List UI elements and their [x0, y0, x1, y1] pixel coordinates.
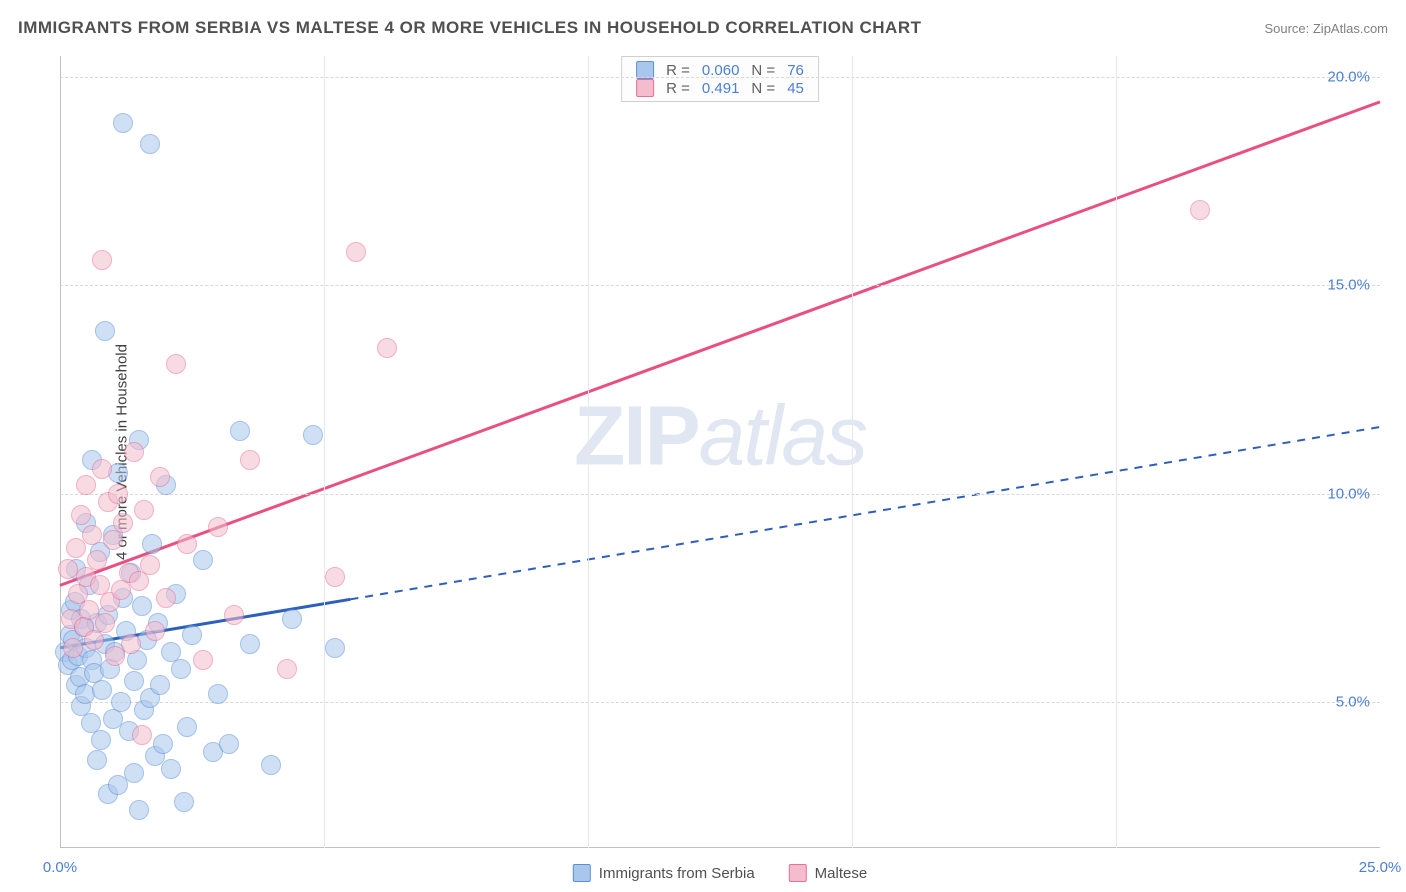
scatter-point-serbia	[111, 692, 131, 712]
grid-line-v	[324, 56, 325, 848]
scatter-point-serbia	[91, 730, 111, 750]
plot-region: ZIPatlas R = 0.060 N = 76 R = 0.491 N = …	[60, 56, 1380, 848]
trend-lines	[60, 56, 1380, 848]
grid-line-h	[60, 494, 1380, 495]
scatter-point-maltese	[145, 621, 165, 641]
legend-r-maltese: 0.491	[702, 80, 740, 97]
y-tick-label: 15.0%	[1327, 277, 1370, 294]
scatter-point-maltese	[240, 450, 260, 470]
scatter-point-maltese	[92, 459, 112, 479]
scatter-point-maltese	[121, 634, 141, 654]
scatter-point-maltese	[92, 250, 112, 270]
scatter-point-serbia	[153, 734, 173, 754]
y-tick-label: 5.0%	[1336, 694, 1370, 711]
scatter-point-maltese	[63, 638, 83, 658]
scatter-point-maltese	[1190, 200, 1210, 220]
legend-n-maltese: 45	[787, 80, 804, 97]
bottom-legend: Immigrants from Serbia Maltese	[573, 864, 867, 882]
scatter-point-serbia	[282, 609, 302, 629]
scatter-point-serbia	[303, 425, 323, 445]
scatter-point-maltese	[346, 242, 366, 262]
scatter-point-maltese	[325, 567, 345, 587]
scatter-point-serbia	[132, 596, 152, 616]
bottom-label-serbia: Immigrants from Serbia	[599, 865, 755, 882]
scatter-point-maltese	[177, 534, 197, 554]
scatter-point-serbia	[193, 550, 213, 570]
scatter-point-serbia	[87, 750, 107, 770]
scatter-point-maltese	[129, 571, 149, 591]
scatter-point-serbia	[124, 671, 144, 691]
scatter-point-serbia	[113, 113, 133, 133]
scatter-point-maltese	[82, 525, 102, 545]
scatter-point-maltese	[95, 613, 115, 633]
trend-line	[60, 102, 1380, 586]
grid-line-h	[60, 77, 1380, 78]
legend-n-label: N =	[751, 80, 775, 97]
x-tick-label: 0.0%	[43, 859, 77, 876]
legend-r-label: R =	[666, 80, 690, 97]
scatter-point-serbia	[92, 680, 112, 700]
scatter-point-serbia	[174, 792, 194, 812]
scatter-point-serbia	[140, 134, 160, 154]
scatter-point-serbia	[177, 717, 197, 737]
bottom-legend-maltese: Maltese	[789, 864, 868, 882]
scatter-point-maltese	[166, 354, 186, 374]
scatter-point-serbia	[325, 638, 345, 658]
y-tick-label: 20.0%	[1327, 68, 1370, 85]
scatter-point-maltese	[71, 505, 91, 525]
legend-box: R = 0.060 N = 76 R = 0.491 N = 45	[621, 56, 819, 102]
scatter-point-maltese	[108, 484, 128, 504]
scatter-point-serbia	[261, 755, 281, 775]
grid-line-v	[852, 56, 853, 848]
grid-line-h	[60, 702, 1380, 703]
scatter-point-serbia	[182, 625, 202, 645]
scatter-point-maltese	[132, 725, 152, 745]
legend-row-maltese: R = 0.491 N = 45	[636, 79, 804, 97]
scatter-point-maltese	[224, 605, 244, 625]
scatter-point-maltese	[377, 338, 397, 358]
scatter-point-maltese	[193, 650, 213, 670]
bottom-legend-serbia: Immigrants from Serbia	[573, 864, 755, 882]
scatter-point-maltese	[124, 442, 144, 462]
scatter-point-maltese	[113, 513, 133, 533]
scatter-point-serbia	[150, 675, 170, 695]
trend-line	[350, 427, 1380, 599]
scatter-point-maltese	[134, 500, 154, 520]
source-label: Source: ZipAtlas.com	[1264, 21, 1388, 36]
scatter-point-maltese	[87, 550, 107, 570]
scatter-point-maltese	[103, 530, 123, 550]
scatter-point-maltese	[84, 630, 104, 650]
scatter-point-serbia	[161, 759, 181, 779]
x-tick-label: 25.0%	[1359, 859, 1402, 876]
bottom-swatch-serbia	[573, 864, 591, 882]
scatter-point-serbia	[95, 321, 115, 341]
scatter-point-serbia	[124, 763, 144, 783]
scatter-point-serbia	[219, 734, 239, 754]
grid-line-v	[588, 56, 589, 848]
y-tick-label: 10.0%	[1327, 485, 1370, 502]
bottom-swatch-maltese	[789, 864, 807, 882]
scatter-point-maltese	[76, 475, 96, 495]
scatter-point-maltese	[156, 588, 176, 608]
scatter-point-maltese	[208, 517, 228, 537]
chart-title: IMMIGRANTS FROM SERBIA VS MALTESE 4 OR M…	[18, 18, 922, 38]
scatter-point-serbia	[208, 684, 228, 704]
scatter-point-maltese	[150, 467, 170, 487]
grid-line-h	[60, 285, 1380, 286]
scatter-point-serbia	[142, 534, 162, 554]
chart-area: 4 or more Vehicles in Household ZIPatlas…	[60, 56, 1380, 848]
grid-line-v	[1116, 56, 1117, 848]
scatter-point-serbia	[171, 659, 191, 679]
scatter-point-maltese	[277, 659, 297, 679]
scatter-point-serbia	[240, 634, 260, 654]
scatter-point-maltese	[140, 555, 160, 575]
scatter-point-maltese	[58, 559, 78, 579]
scatter-point-serbia	[129, 800, 149, 820]
legend-swatch-maltese	[636, 79, 654, 97]
scatter-point-serbia	[230, 421, 250, 441]
bottom-label-maltese: Maltese	[815, 865, 868, 882]
